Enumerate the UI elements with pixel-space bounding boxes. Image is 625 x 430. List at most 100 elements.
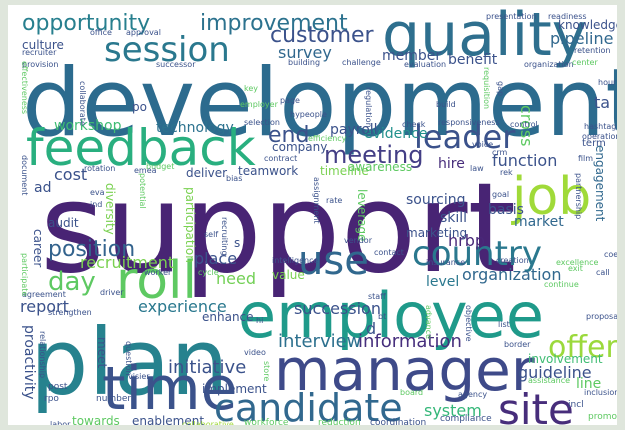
cloud-word: survey: [278, 43, 332, 62]
cloud-word: intelligence: [272, 256, 319, 265]
cloud-word: build: [436, 100, 456, 109]
cloud-word: check: [402, 120, 426, 129]
cloud-word: interview: [278, 331, 362, 352]
cloud-word: value: [272, 268, 305, 282]
cloud-word: labor: [50, 420, 71, 426]
cloud-word: involvement: [528, 352, 603, 366]
cloud-word: hi: [256, 316, 264, 325]
cloud-word: support: [40, 157, 517, 301]
cloud-word: visier: [128, 372, 150, 381]
cloud-word: organization: [462, 265, 562, 284]
cloud-word: quality: [382, 5, 588, 70]
cloud-word: driver: [100, 288, 124, 297]
cloud-word: ad: [34, 180, 52, 196]
cloud-word: exit: [568, 264, 583, 273]
cloud-word: office: [90, 28, 112, 37]
cloud-word: document: [20, 155, 29, 196]
cloud-word: readiness: [548, 12, 587, 21]
cloud-word: teamwork: [238, 164, 299, 178]
cloud-word: plan: [30, 309, 229, 416]
cloud-word: diversity: [103, 183, 117, 235]
cloud-word: rpo: [44, 394, 59, 404]
cloud-word: cost: [54, 165, 88, 184]
cloud-word: place: [194, 249, 238, 268]
cloud-word: coordination: [370, 418, 427, 426]
cloud-word: time: [102, 354, 238, 424]
cloud-word: creation: [496, 256, 529, 265]
cloud-word: recruiter: [22, 48, 57, 57]
cloud-word: system: [424, 401, 482, 420]
cloud-word: proposal: [586, 312, 617, 321]
cloud-word: strengthen: [48, 308, 92, 317]
cloud-word: session: [104, 30, 230, 70]
cloud-word: assistance: [528, 376, 571, 385]
cloud-word: promote: [588, 412, 617, 422]
cloud-word: key: [244, 84, 259, 93]
cloud-word: bias: [226, 174, 243, 183]
word-cloud: development support employee plan manager qua…: [8, 5, 617, 425]
cloud-word: development: [22, 49, 617, 158]
cloud-word: assignment: [312, 177, 321, 224]
cloud-word: evidence: [364, 126, 428, 142]
cloud-word: experience: [138, 297, 227, 316]
cloud-word: goal: [492, 190, 510, 199]
cloud-word: rate: [326, 196, 343, 205]
cloud-word: initiative: [168, 357, 247, 378]
cloud-word: guideline: [518, 363, 592, 382]
cloud-word: page: [280, 96, 300, 105]
cloud-word: succession: [294, 299, 381, 318]
cloud-word: career: [31, 229, 45, 268]
cloud-word: law: [470, 164, 484, 173]
cloud-word: leader: [414, 118, 516, 156]
cloud-word: timeline: [320, 164, 369, 178]
cloud-word: worker: [144, 268, 172, 277]
cloud-word: evaluation: [404, 60, 447, 69]
cloud-word: rotation: [84, 164, 116, 173]
cloud-word: feedback: [26, 119, 256, 177]
cloud-word: meeting: [324, 141, 424, 169]
cloud-word: film: [578, 154, 594, 163]
cloud-word: objective: [464, 305, 473, 342]
cloud-word: partnership: [574, 173, 583, 220]
cloud-word: basis: [488, 202, 524, 218]
cloud-word: manager: [274, 336, 535, 404]
cloud-word: post: [48, 382, 68, 392]
cloud-word: bt: [378, 312, 387, 321]
cloud-word: approval: [126, 28, 161, 37]
cloud-word: audit: [48, 216, 79, 230]
cloud-word: contact: [374, 248, 404, 257]
cloud-word: collaborative: [182, 420, 234, 426]
cloud-word: requisition: [482, 67, 491, 110]
cloud-word: potential: [138, 173, 147, 209]
cloud-word: rek: [500, 168, 513, 177]
cloud-word: function: [492, 151, 558, 170]
cloud-word: employer: [240, 100, 278, 109]
cloud-word: engagement: [593, 145, 607, 222]
cloud-word: budget: [146, 162, 175, 171]
cloud-word: retention: [574, 46, 611, 55]
cloud-word: company: [272, 140, 328, 154]
cloud-word: proactivity: [21, 325, 37, 400]
cloud-word: information: [358, 331, 462, 352]
cloud-word: incl: [568, 400, 584, 410]
cloud-word: collaborate: [78, 81, 87, 126]
cloud-word: pipeline: [550, 29, 614, 48]
cloud-word: staff: [368, 292, 386, 301]
cloud-word: workshop: [54, 118, 122, 134]
cloud-word: candidate: [214, 386, 403, 425]
cloud-word: inclusion: [584, 388, 617, 397]
cloud-word: border: [504, 340, 531, 349]
cloud-word: coe: [604, 250, 617, 259]
cloud-word: towards: [72, 414, 120, 425]
cloud-word: payroll: [330, 122, 378, 138]
cloud-word: need: [216, 269, 256, 288]
cloud-word: number: [96, 394, 132, 404]
cloud-word: member: [382, 48, 442, 64]
cloud-word: emea: [134, 166, 157, 175]
cloud-word: responsiveness: [438, 118, 500, 127]
cloud-word: hour: [598, 78, 617, 87]
cloud-word: site: [498, 385, 574, 426]
cloud-word: ta: [594, 93, 611, 112]
cloud-word: voice: [472, 140, 494, 149]
cloud-word: enablement: [132, 414, 205, 425]
